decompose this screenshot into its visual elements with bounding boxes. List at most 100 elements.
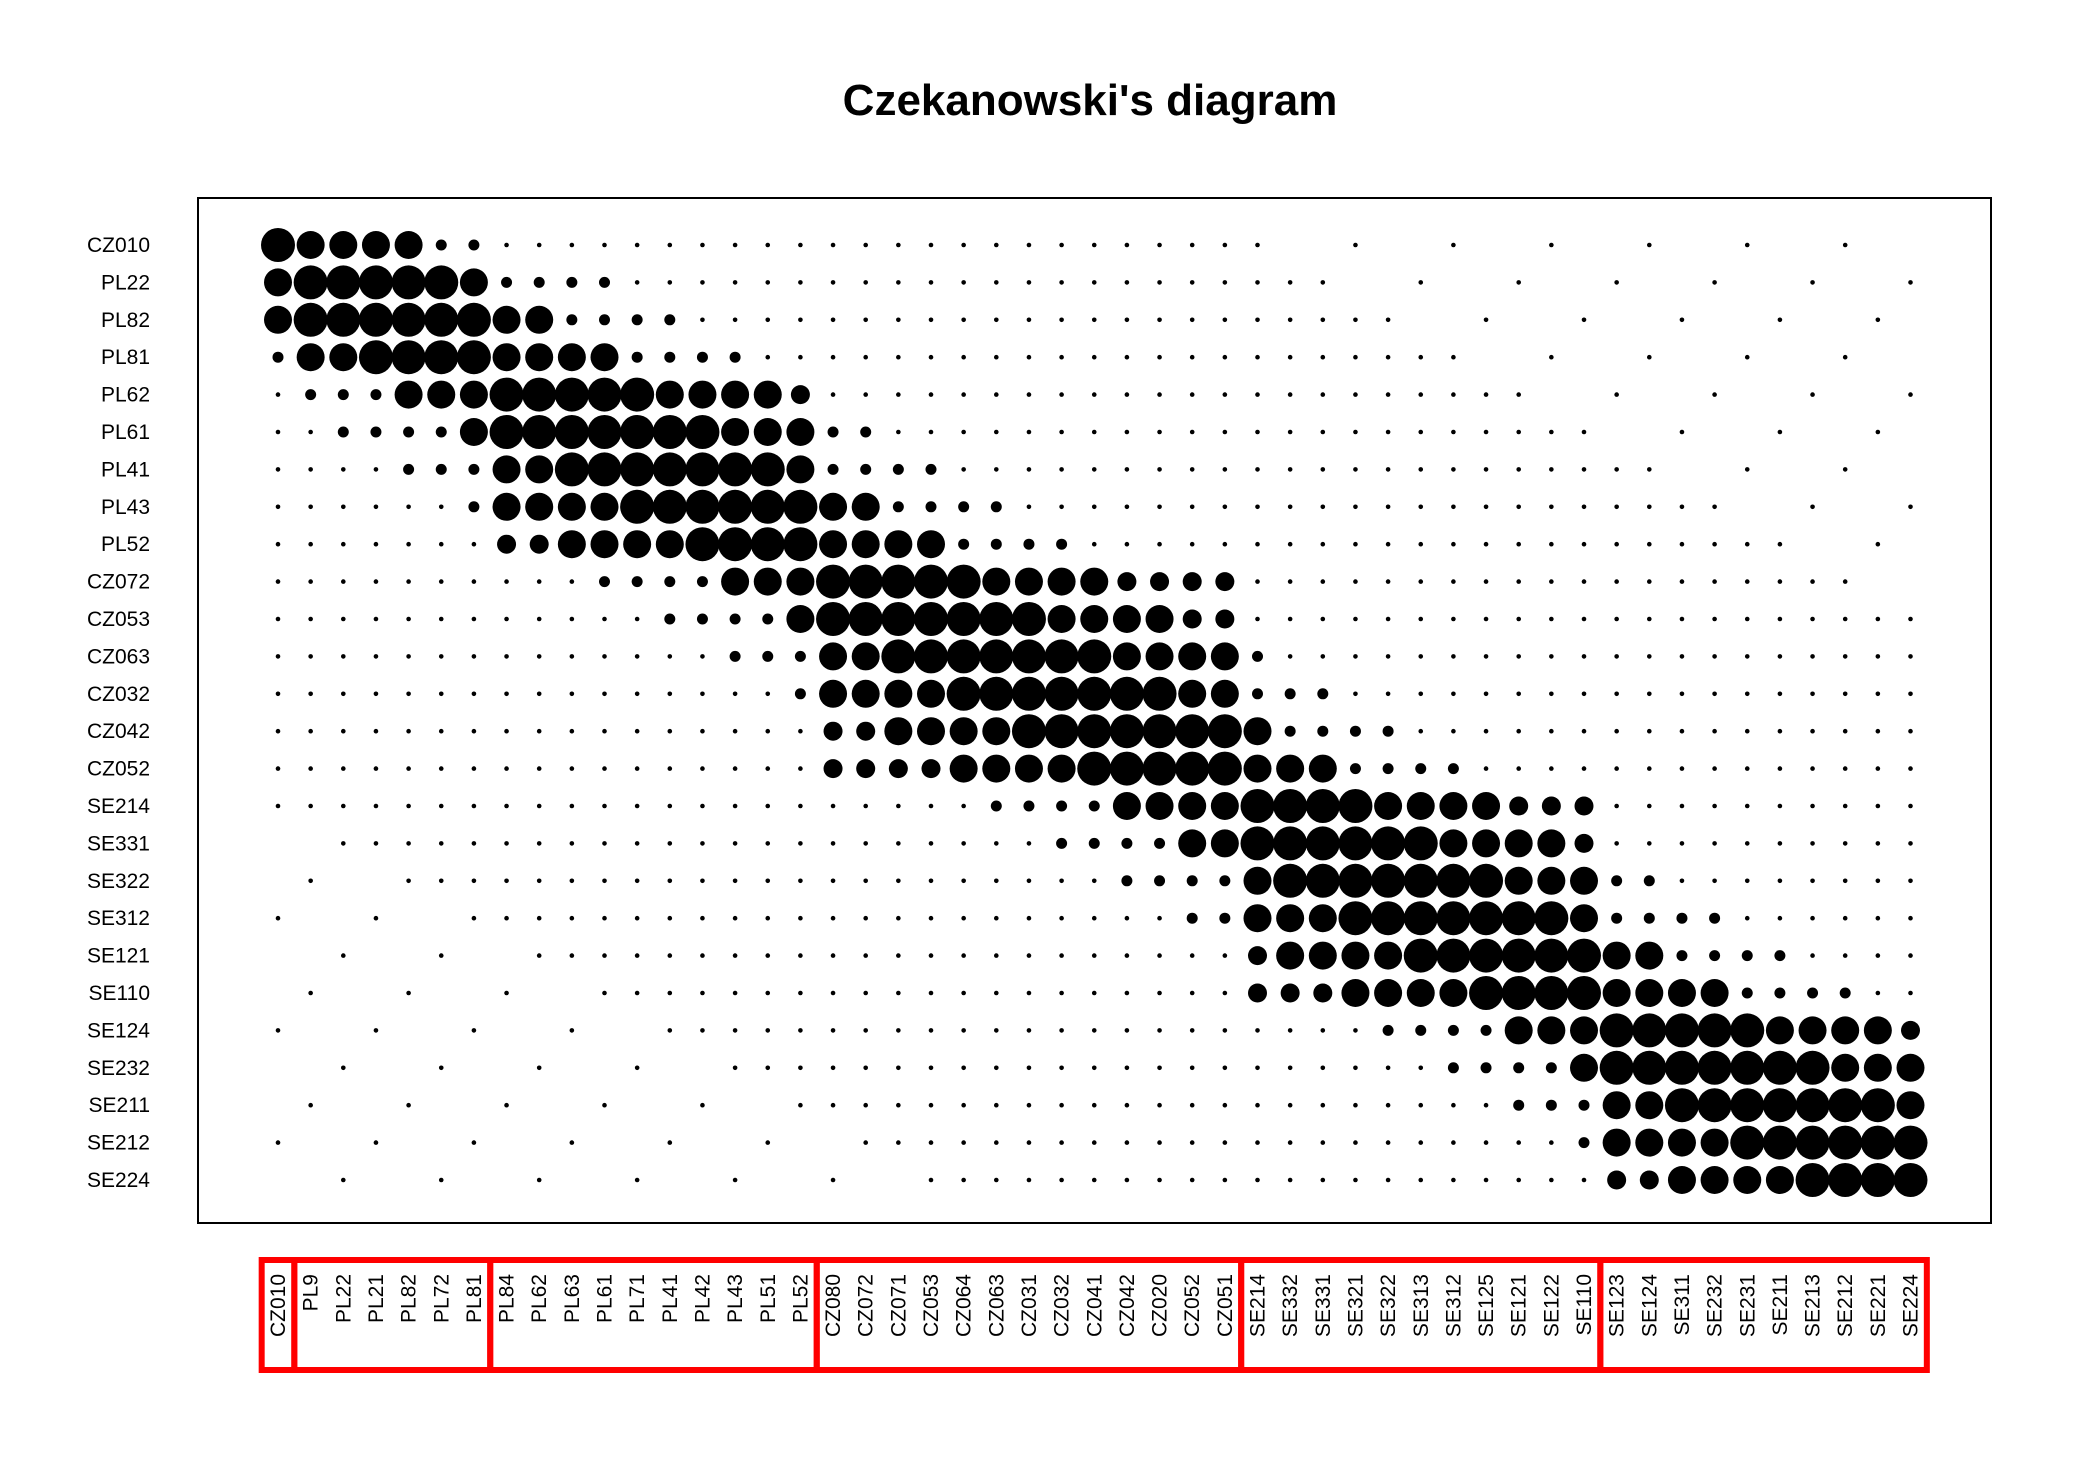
similarity-dot [1777, 616, 1783, 622]
similarity-dot [1614, 766, 1619, 771]
similarity-dot [1807, 987, 1819, 999]
similarity-dot [1483, 1102, 1489, 1108]
similarity-dot [1080, 567, 1109, 596]
similarity-dot [1516, 541, 1521, 547]
similarity-dot [1679, 766, 1685, 771]
similarity-dot [1371, 826, 1406, 861]
similarity-dot [1679, 878, 1685, 884]
similarity-dot [569, 915, 575, 921]
similarity-dot [341, 766, 346, 771]
similarity-dot [1353, 654, 1358, 659]
column-label: SE125 [1475, 1274, 1498, 1337]
similarity-dot [863, 280, 868, 285]
similarity-dot [1026, 280, 1032, 285]
similarity-dot [753, 567, 782, 596]
similarity-dot [994, 953, 999, 958]
similarity-dot [1418, 392, 1424, 397]
similarity-dot [1777, 654, 1783, 659]
similarity-dot [1189, 990, 1195, 996]
similarity-dot [1744, 654, 1750, 659]
similarity-dot [1077, 676, 1112, 711]
similarity-dot [536, 691, 542, 697]
similarity-dot [1077, 714, 1112, 749]
similarity-dot [1774, 987, 1786, 999]
similarity-dot [1182, 609, 1202, 629]
similarity-dot [1418, 467, 1424, 472]
similarity-dot [1570, 904, 1598, 933]
row-label: CZ063 [87, 645, 150, 668]
similarity-dot [863, 841, 868, 846]
similarity-dot [602, 915, 607, 921]
similarity-dot [1614, 541, 1619, 547]
similarity-dot [830, 317, 836, 323]
similarity-dot [1574, 833, 1594, 853]
similarity-dot [1222, 242, 1228, 248]
similarity-dot [1863, 1053, 1892, 1082]
similarity-dot [928, 392, 934, 397]
similarity-dot [928, 990, 934, 996]
similarity-dot [1667, 1128, 1696, 1157]
column-label: PL22 [332, 1274, 355, 1323]
similarity-dot [1810, 691, 1815, 697]
similarity-dot [830, 242, 836, 248]
similarity-dot [1222, 1102, 1228, 1108]
similarity-dot [1349, 763, 1361, 775]
similarity-dot [264, 268, 292, 297]
similarity-dot [373, 841, 379, 846]
similarity-dot [1712, 579, 1717, 584]
similarity-dot [1406, 979, 1435, 1007]
row-label: PL43 [101, 496, 150, 519]
similarity-dot [438, 953, 444, 958]
similarity-dot [341, 616, 346, 622]
similarity-dot [1777, 579, 1783, 584]
similarity-dot [1059, 1028, 1064, 1033]
similarity-dot [664, 314, 676, 326]
similarity-dot [794, 688, 806, 700]
similarity-dot [1908, 953, 1913, 958]
similarity-dot [1741, 987, 1753, 999]
similarity-dot [1415, 1024, 1427, 1036]
similarity-dot [798, 1028, 803, 1033]
row-labels: CZ010 PL22 PL82 PL81 PL62 PL61 PL41 PL43 PL52 CZ0… [87, 234, 150, 1192]
similarity-dot [1059, 1140, 1064, 1145]
similarity-dot [1483, 1140, 1489, 1145]
similarity-dot [1145, 792, 1174, 820]
similarity-dot [1534, 938, 1569, 973]
similarity-dot [403, 463, 415, 475]
similarity-dot [1483, 654, 1489, 659]
column-label: PL62 [528, 1274, 551, 1323]
similarity-dot [1150, 572, 1170, 592]
column-label: PL9 [300, 1274, 323, 1311]
similarity-dot [664, 613, 676, 625]
similarity-dot [1676, 950, 1688, 962]
row-label: SE312 [87, 907, 150, 930]
similarity-dot [1320, 280, 1326, 285]
similarity-dot [830, 915, 836, 921]
similarity-dot [1795, 1163, 1830, 1197]
column-label: SE313 [1410, 1274, 1433, 1337]
similarity-dot [700, 1028, 705, 1033]
similarity-dot [1026, 990, 1032, 996]
similarity-dot [1026, 953, 1032, 958]
similarity-dot [1472, 792, 1501, 820]
similarity-dot [620, 489, 655, 524]
similarity-dot [863, 878, 868, 884]
similarity-dot [1501, 976, 1536, 1010]
similarity-dot [1447, 763, 1459, 775]
similarity-dot [860, 463, 872, 475]
similarity-dot [406, 728, 411, 734]
similarity-dot [634, 990, 640, 996]
similarity-dot [1647, 504, 1652, 510]
similarity-dot [798, 803, 803, 809]
similarity-dot [536, 915, 542, 921]
similarity-dot [504, 803, 509, 809]
similarity-dot [1023, 800, 1035, 812]
similarity-dot [863, 317, 868, 323]
column-label: CZ071 [887, 1274, 910, 1337]
similarity-dot [602, 242, 607, 248]
similarity-dot [827, 463, 839, 475]
similarity-dot [1679, 579, 1685, 584]
similarity-dot [438, 654, 444, 659]
similarity-dot [1567, 976, 1601, 1010]
similarity-dot [765, 766, 771, 771]
